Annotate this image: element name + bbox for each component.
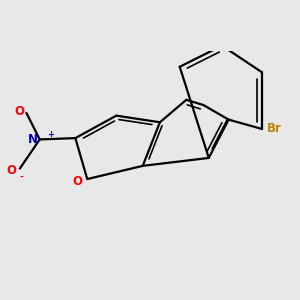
Text: +: + <box>47 130 54 139</box>
Text: -: - <box>20 173 24 182</box>
Text: O: O <box>6 164 16 177</box>
Text: O: O <box>14 104 25 118</box>
Text: Br: Br <box>266 122 281 135</box>
Text: O: O <box>73 175 82 188</box>
Text: N: N <box>28 133 38 146</box>
